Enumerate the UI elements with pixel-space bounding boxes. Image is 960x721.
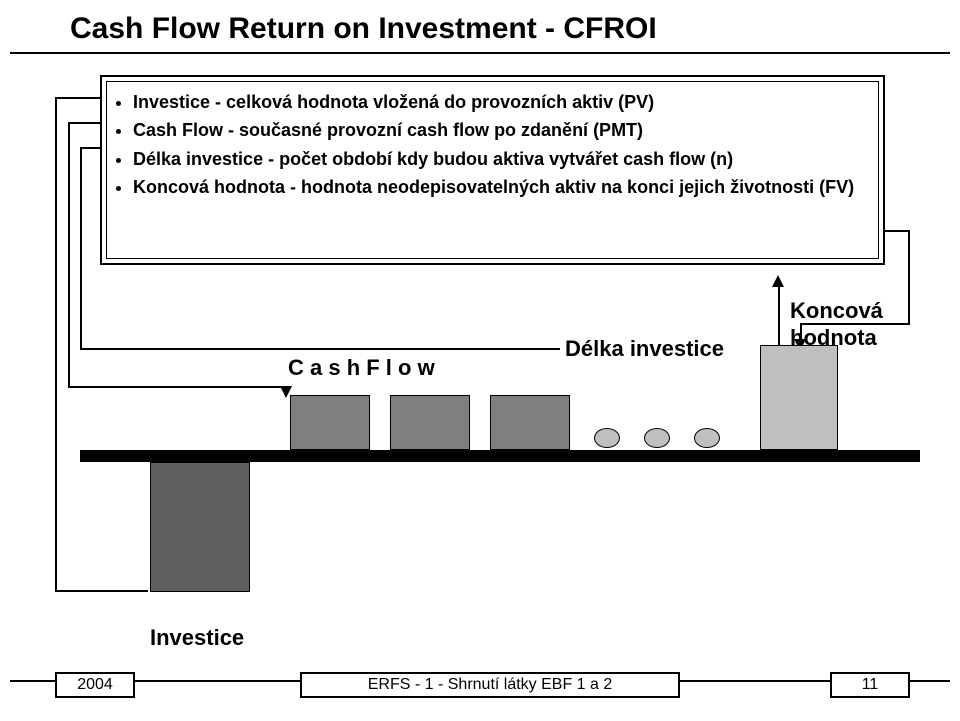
label-delka: Délka investice (565, 336, 724, 362)
conn-b2-v (68, 122, 70, 388)
conn-b2-h2 (68, 386, 286, 388)
label-cashflow: C a s h F l o w (288, 355, 435, 381)
bullet-cashflow: Cash Flow - současné provozní cash flow … (133, 118, 866, 142)
terminal-value-bar (760, 345, 838, 450)
cashflow-bar-1 (290, 395, 370, 450)
label-koncova-1: Koncová (790, 298, 883, 324)
koncova-arrow-line (778, 285, 780, 345)
koncova-arrow-head (772, 275, 784, 287)
footer-center-box: ERFS - 1 - Shrnutí látky EBF 1 a 2 (300, 672, 680, 698)
footer-year: 2004 (77, 676, 113, 694)
conn-b1-v (55, 97, 57, 592)
ellipsis-1 (594, 428, 620, 448)
diagram-baseline (80, 450, 920, 462)
conn-b1-h2 (55, 590, 148, 592)
conn-b2-h (68, 122, 100, 124)
title-underline (10, 52, 950, 54)
bullet-investice: Investice - celková hodnota vložená do p… (133, 90, 866, 114)
info-box-inner: Investice - celková hodnota vložená do p… (106, 81, 879, 259)
slide-title: Cash Flow Return on Investment - CFROI (70, 12, 657, 46)
label-investice: Investice (150, 625, 244, 651)
conn-b4-v (908, 230, 910, 325)
footer-page: 11 (862, 676, 879, 694)
footer-year-box: 2004 (55, 672, 135, 698)
bullet-delka: Délka investice - počet období kdy budou… (133, 147, 866, 171)
cashflow-bar-3 (490, 395, 570, 450)
ellipsis-2 (644, 428, 670, 448)
footer-page-box: 11 (830, 672, 910, 698)
conn-b4-h (885, 230, 910, 232)
footer-center: ERFS - 1 - Shrnutí látky EBF 1 a 2 (368, 676, 613, 694)
slide: Cash Flow Return on Investment - CFROI I… (0, 0, 960, 721)
conn-b3-h (80, 147, 100, 149)
bullet-koncova: Koncová hodnota - hodnota neodepisovatel… (133, 175, 866, 199)
conn-b3-v (80, 147, 82, 350)
investment-bar (150, 462, 250, 592)
cashflow-bar-2 (390, 395, 470, 450)
conn-b1-h (55, 97, 100, 99)
info-box-outer: Investice - celková hodnota vložená do p… (100, 75, 885, 265)
ellipsis-3 (694, 428, 720, 448)
conn-b3-h2 (80, 348, 560, 350)
